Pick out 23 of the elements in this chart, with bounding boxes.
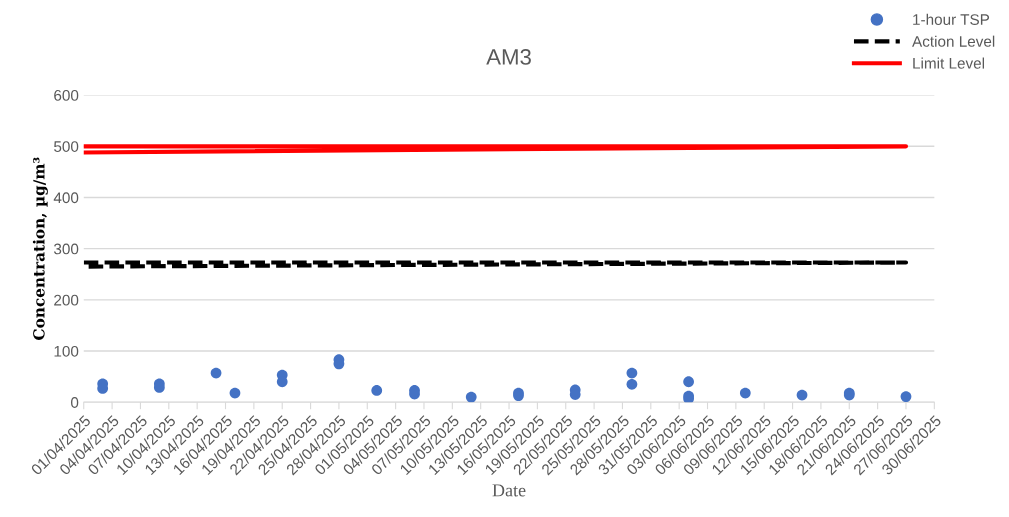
legend-label: Action Level [912,35,995,47]
point [796,389,808,401]
point [626,378,638,390]
y-tick-label: 600 [54,90,79,101]
point [626,367,638,379]
point [210,367,222,379]
y-tick-label: 100 [54,345,79,357]
legend-label: Limit Level [913,57,985,69]
point [683,376,694,388]
y-axis-title: Concentration, µg/m³ [32,157,48,340]
point [229,387,241,399]
y-tick-label: 0 [70,397,79,408]
point [739,387,751,399]
y-tick-label: 300 [53,243,79,255]
point [900,391,912,402]
chart-title: AM3 [486,49,531,65]
legend-label: 1-hour TSP [913,13,990,25]
x-axis-title: Date [492,484,526,497]
y-tick-label: 500 [54,141,79,152]
y-tick-label: 400 [53,192,79,204]
point [371,385,383,396]
y-tick-label: 200 [54,294,79,306]
point [465,391,477,403]
